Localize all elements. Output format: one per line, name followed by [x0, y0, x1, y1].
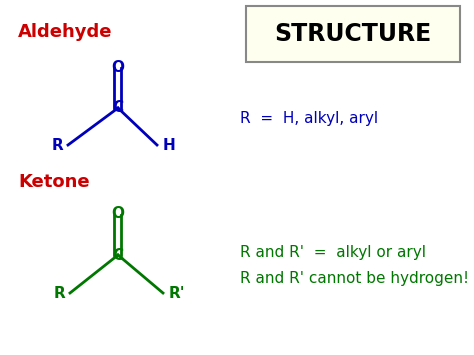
- Text: R: R: [52, 137, 64, 153]
- Text: R: R: [54, 285, 66, 300]
- FancyBboxPatch shape: [246, 6, 460, 62]
- Text: R': R': [169, 285, 185, 300]
- Text: H: H: [163, 137, 175, 153]
- Text: Ketone: Ketone: [18, 173, 90, 191]
- Text: R  =  H, alkyl, aryl: R = H, alkyl, aryl: [240, 110, 378, 126]
- Text: O: O: [111, 60, 125, 75]
- Text: R and R' cannot be hydrogen!: R and R' cannot be hydrogen!: [240, 271, 469, 285]
- Text: C: C: [112, 100, 124, 115]
- Text: Aldehyde: Aldehyde: [18, 23, 112, 41]
- Text: C: C: [112, 247, 124, 262]
- Text: R and R'  =  alkyl or aryl: R and R' = alkyl or aryl: [240, 246, 426, 261]
- Text: O: O: [111, 207, 125, 222]
- Text: STRUCTURE: STRUCTURE: [274, 22, 432, 46]
